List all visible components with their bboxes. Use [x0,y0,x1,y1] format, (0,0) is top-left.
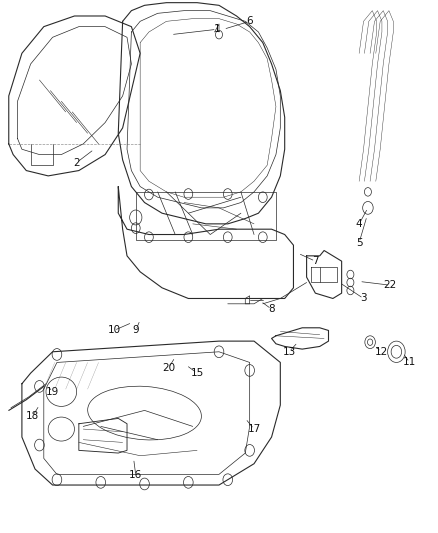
Text: 13: 13 [283,347,296,357]
Text: 10: 10 [107,326,120,335]
Text: 4: 4 [356,219,363,229]
Text: 9: 9 [132,326,139,335]
Text: 3: 3 [360,294,367,303]
Text: 16: 16 [129,471,142,480]
Text: 18: 18 [26,411,39,421]
Text: 15: 15 [191,368,204,378]
Text: 11: 11 [403,358,416,367]
Text: 5: 5 [356,238,363,247]
Text: 8: 8 [268,304,275,314]
Text: 22: 22 [383,280,396,290]
Text: 1: 1 [213,25,220,34]
Text: 20: 20 [162,363,175,373]
Text: 6: 6 [246,17,253,26]
Text: 19: 19 [46,387,59,397]
Text: 12: 12 [374,347,388,357]
Text: 2: 2 [73,158,80,167]
Text: 17: 17 [247,424,261,434]
Text: 7: 7 [312,256,319,266]
